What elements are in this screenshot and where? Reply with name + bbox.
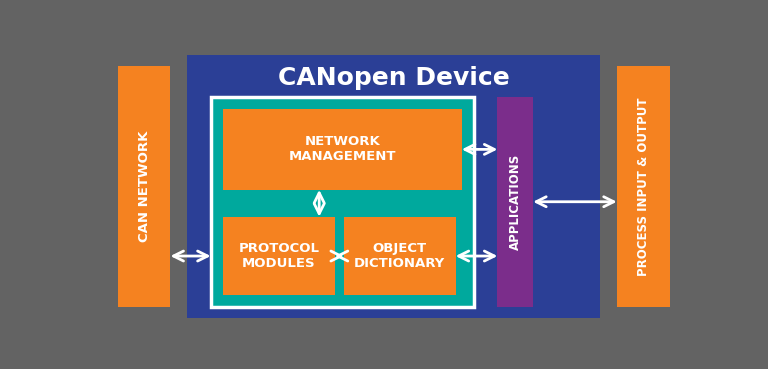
Text: PROTOCOL
MODULES: PROTOCOL MODULES [238, 242, 319, 270]
Text: NETWORK
MANAGEMENT: NETWORK MANAGEMENT [289, 135, 396, 163]
Bar [617, 66, 670, 307]
Bar [223, 109, 462, 190]
Text: CANopen Device: CANopen Device [278, 66, 509, 90]
Bar [498, 97, 533, 307]
Text: APPLICATIONS: APPLICATIONS [508, 154, 521, 250]
Text: OBJECT
DICTIONARY: OBJECT DICTIONARY [354, 242, 445, 270]
Bar [118, 66, 170, 307]
Bar [344, 217, 455, 295]
Bar [223, 217, 335, 295]
Text: CAN NETWORK: CAN NETWORK [137, 131, 151, 242]
Bar [187, 55, 600, 318]
Bar [210, 97, 474, 307]
Text: PROCESS INPUT & OUTPUT: PROCESS INPUT & OUTPUT [637, 97, 650, 276]
